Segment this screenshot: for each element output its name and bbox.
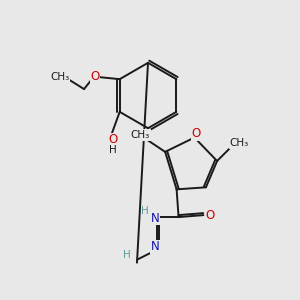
Text: O: O [108, 133, 117, 146]
Text: N: N [150, 240, 159, 253]
Text: N: N [150, 212, 159, 225]
Text: O: O [90, 70, 100, 83]
Text: CH₃: CH₃ [229, 138, 248, 148]
Text: CH₃: CH₃ [51, 72, 70, 82]
Text: O: O [206, 208, 215, 222]
Text: O: O [192, 127, 201, 140]
Text: H: H [109, 145, 117, 154]
Text: H: H [123, 250, 131, 260]
Text: H: H [141, 206, 149, 216]
Text: CH₃: CH₃ [131, 130, 150, 140]
